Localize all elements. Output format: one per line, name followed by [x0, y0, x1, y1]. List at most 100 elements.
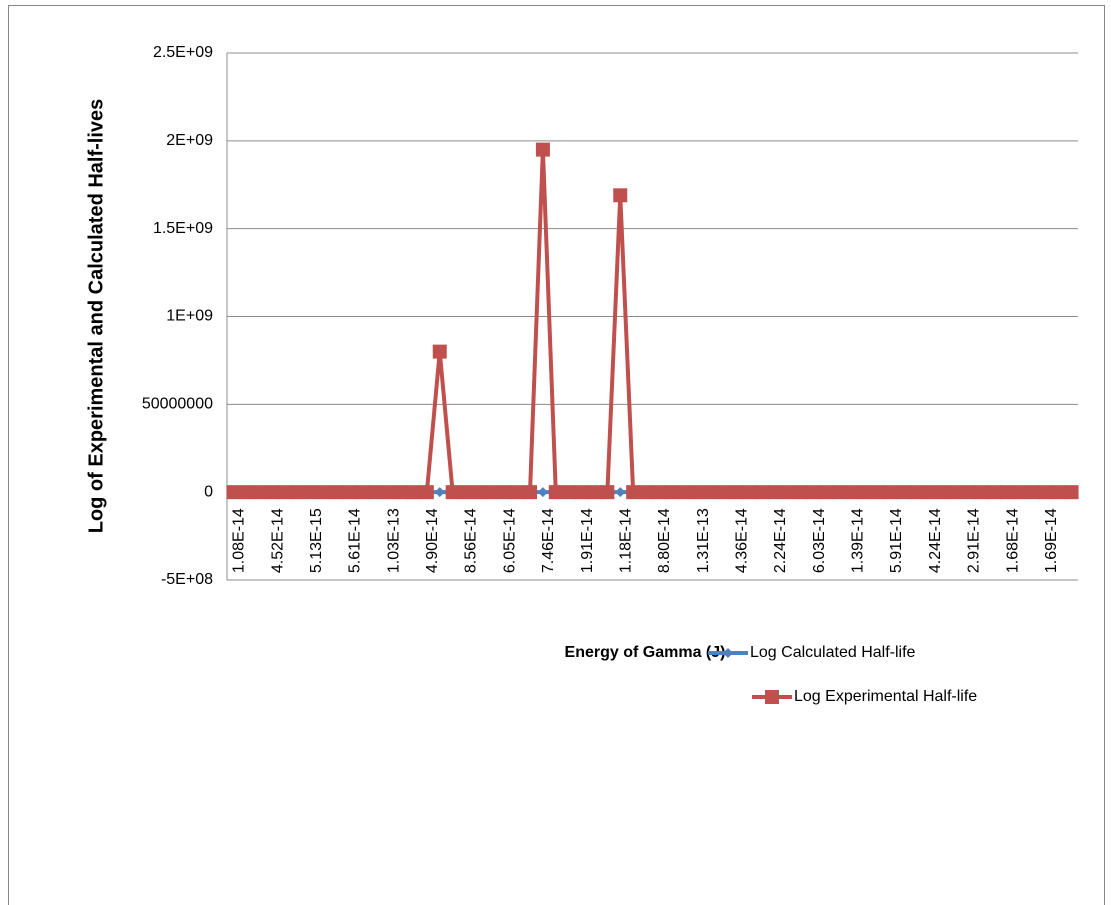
y-tick-label: 2.5E+09 [153, 44, 213, 61]
x-tick-label: 1.31E-13 [695, 508, 712, 573]
data-point [523, 485, 538, 500]
data-point [819, 485, 834, 500]
legend-marker [765, 690, 779, 704]
data-point [858, 485, 873, 500]
data-point [780, 485, 795, 500]
chart-border [8, 5, 1105, 905]
y-tick-label: 2E+09 [166, 132, 213, 149]
x-tick-label: 1.08E-14 [231, 508, 248, 573]
data-point [406, 485, 421, 500]
data-point [342, 485, 357, 500]
data-point [1025, 485, 1040, 500]
y-axis-title: Log of Experimental and Calculated Half-… [85, 99, 107, 534]
x-tick-label: 2.91E-14 [966, 508, 983, 573]
data-point [471, 485, 486, 500]
data-point [537, 487, 548, 498]
data-point [922, 485, 937, 500]
data-point [394, 485, 409, 500]
y-tick-label: 1E+09 [166, 308, 213, 325]
x-tick-label: 4.24E-14 [927, 508, 944, 573]
data-point [252, 485, 267, 500]
data-point [832, 485, 847, 500]
data-point [961, 485, 976, 500]
data-point [909, 485, 924, 500]
data-point [497, 485, 512, 500]
data-point [1012, 485, 1027, 500]
y-tick-label: 1.5E+09 [153, 220, 213, 237]
data-point [1064, 485, 1079, 500]
x-tick-label: 4.52E-14 [269, 508, 286, 573]
data-point [626, 485, 641, 500]
data-point [896, 485, 911, 500]
data-point [484, 485, 499, 500]
data-point [677, 485, 692, 500]
data-point [316, 485, 331, 500]
data-point [561, 485, 576, 500]
data-point [664, 485, 679, 500]
data-point [303, 485, 318, 500]
data-point [703, 485, 718, 500]
data-point [432, 344, 447, 359]
legend-marker [723, 648, 733, 658]
x-tick-label: 1.39E-14 [850, 508, 867, 573]
y-tick-label: 0 [204, 483, 213, 500]
legend-label: Log Calculated Half-life [750, 644, 916, 661]
x-tick-label: 6.05E-14 [501, 508, 518, 573]
data-point [600, 485, 615, 500]
data-point [742, 485, 757, 500]
data-point [1051, 485, 1066, 500]
data-point [535, 142, 550, 157]
data-point [574, 485, 589, 500]
data-point [615, 487, 626, 498]
data-point [458, 485, 473, 500]
data-point [419, 485, 434, 500]
data-point [1000, 485, 1015, 500]
data-point [716, 485, 731, 500]
x-tick-label: 6.03E-14 [811, 508, 828, 573]
data-point [806, 485, 821, 500]
x-axis-title: Energy of Gamma (J) [565, 644, 726, 661]
data-point [974, 485, 989, 500]
data-point [381, 485, 396, 500]
data-point [290, 485, 305, 500]
data-point [651, 485, 666, 500]
data-point [767, 485, 782, 500]
data-point [690, 485, 705, 500]
x-tick-label: 5.91E-14 [888, 508, 905, 573]
data-point [368, 485, 383, 500]
x-tick-label: 1.91E-14 [579, 508, 596, 573]
x-tick-label: 7.46E-14 [540, 508, 557, 573]
data-point [884, 485, 899, 500]
data-point [278, 485, 293, 500]
data-point [948, 485, 963, 500]
data-point [355, 485, 370, 500]
data-point [935, 485, 950, 500]
data-point [729, 485, 744, 500]
x-tick-label: 8.80E-14 [656, 508, 673, 573]
x-tick-label: 5.13E-15 [308, 508, 325, 573]
data-point [587, 485, 602, 500]
x-tick-label: 2.24E-14 [772, 508, 789, 573]
data-point [639, 485, 654, 500]
data-point [987, 485, 1002, 500]
data-point [510, 485, 525, 500]
data-point [845, 485, 860, 500]
y-tick-label: -5E+08 [161, 571, 213, 588]
data-point [239, 485, 254, 500]
data-point [755, 485, 770, 500]
data-point [445, 485, 460, 500]
y-tick-label: 50000000 [142, 396, 213, 413]
x-tick-label: 8.56E-14 [463, 508, 480, 573]
x-tick-label: 1.18E-14 [617, 508, 634, 573]
data-point [548, 485, 563, 500]
x-tick-label: 5.61E-14 [347, 508, 364, 573]
x-tick-label: 1.68E-14 [1004, 508, 1021, 573]
x-tick-label: 4.36E-14 [734, 508, 751, 573]
legend-label: Log Experimental Half-life [794, 688, 977, 705]
data-point [1038, 485, 1053, 500]
x-tick-label: 1.03E-13 [385, 508, 402, 573]
data-point [329, 485, 344, 500]
data-point [265, 485, 280, 500]
data-point [226, 485, 241, 500]
